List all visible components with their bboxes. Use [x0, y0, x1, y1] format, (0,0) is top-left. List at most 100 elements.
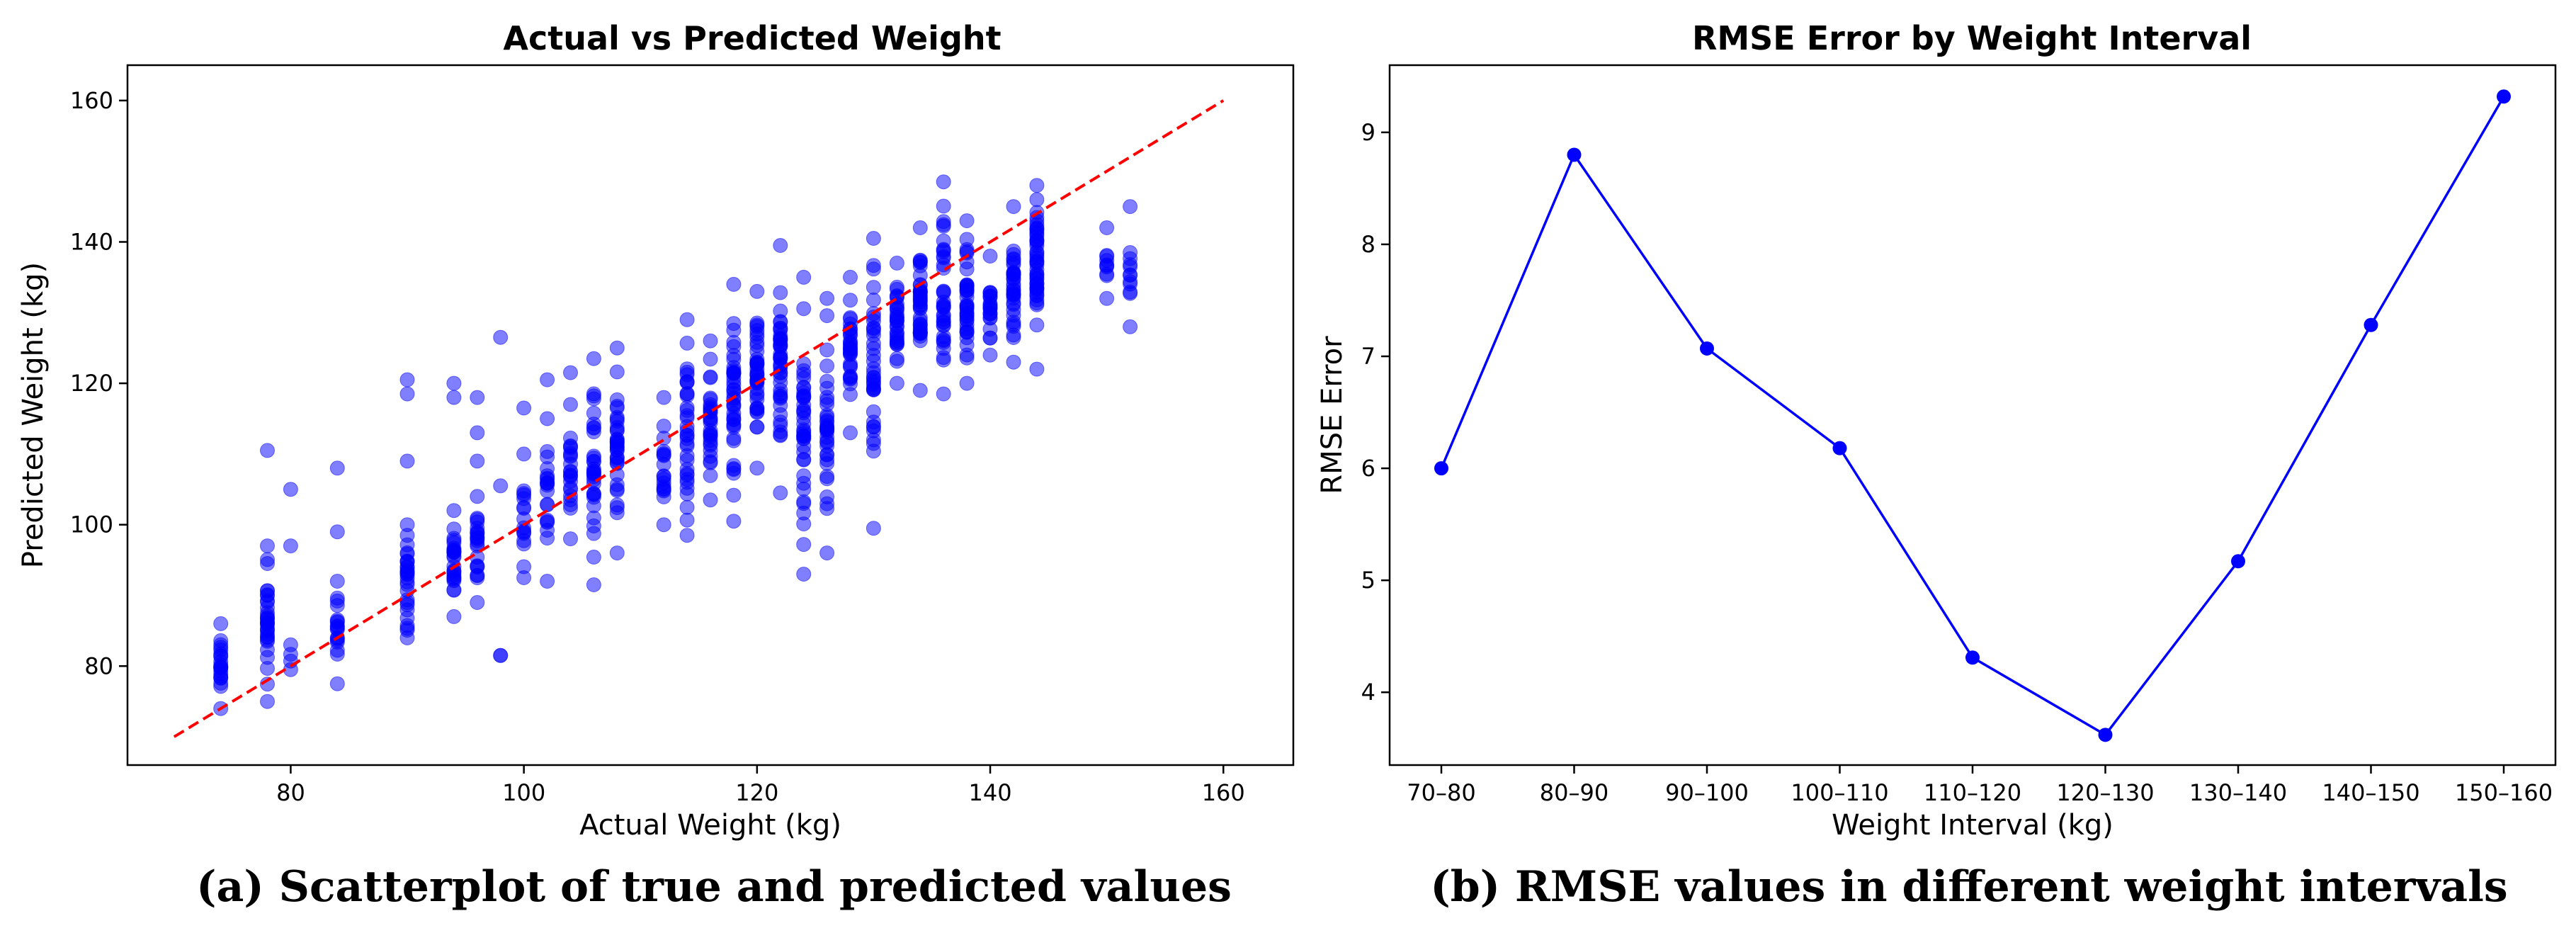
scatter-point	[749, 319, 765, 334]
scatter-point	[493, 478, 509, 494]
scatter-point	[213, 646, 229, 662]
scatter-point	[586, 549, 601, 565]
scatter-point	[843, 425, 858, 441]
scatter-point	[819, 397, 835, 412]
scatter-point	[329, 619, 345, 635]
scatter-point	[679, 453, 695, 468]
rmse-ticks: 70–80 80–90 90–100 100–110 110–120 120–130 130…	[1361, 119, 2553, 806]
scatter-point	[399, 577, 415, 592]
scatter-point	[470, 453, 485, 469]
scatter-point	[726, 365, 742, 380]
y-tick-label: 4	[1361, 679, 1375, 706]
rmse-caption: (b) RMSE values in different weight inte…	[1430, 862, 2507, 912]
scatter-point	[982, 306, 998, 322]
scatter-point	[866, 419, 881, 435]
scatter-point	[936, 249, 951, 264]
x-tick-label: 100–110	[1791, 779, 1888, 806]
scatter-point	[540, 515, 555, 530]
x-tick-label: 70–80	[1407, 779, 1475, 806]
scatter-point	[329, 460, 345, 476]
scatter-point	[1029, 292, 1045, 307]
scatter-point	[936, 314, 951, 329]
scatter-point	[679, 335, 695, 351]
scatter-point	[679, 512, 695, 528]
scatter-point	[843, 310, 858, 325]
scatter-point	[866, 327, 881, 343]
scatter-point	[1006, 199, 1021, 215]
rmse-point	[1567, 147, 1582, 162]
scatter-point	[796, 537, 812, 553]
scatter-point	[819, 342, 835, 358]
x-tick-label: 120	[735, 779, 778, 806]
scatter-point	[703, 448, 718, 464]
scatter-ticks: 80 100 120 140 160 80 100 120 140 160	[70, 87, 1245, 806]
scatter-point	[399, 618, 415, 633]
y-tick-label: 7	[1361, 343, 1375, 370]
scatter-point	[773, 285, 788, 300]
scatter-point	[726, 348, 742, 363]
scatter-point	[609, 412, 625, 426]
scatter-point	[843, 344, 858, 360]
scatter-point	[912, 254, 928, 270]
scatter-point	[283, 482, 298, 497]
scatter-point	[446, 531, 462, 546]
scatter-point	[959, 350, 975, 366]
y-tick-label: 140	[70, 228, 113, 255]
scatter-point	[260, 552, 275, 567]
scatter-point	[889, 279, 904, 295]
scatter-point	[866, 370, 881, 385]
scatter-point	[1029, 361, 1045, 377]
scatter-point	[726, 334, 742, 350]
scatter-point	[703, 468, 718, 483]
scatter-point	[773, 485, 788, 501]
scatter-point	[1006, 255, 1021, 271]
scatter-point	[703, 369, 718, 385]
scatter-point	[516, 446, 532, 462]
reference-line	[173, 99, 1225, 738]
y-tick-label: 160	[70, 87, 113, 114]
scatter-point	[726, 462, 742, 477]
scatter-point	[773, 339, 788, 354]
scatter-point	[470, 489, 485, 504]
scatter-point	[470, 390, 485, 405]
scatter-point	[493, 647, 509, 663]
rmse-series	[1434, 89, 2511, 742]
scatter-point	[819, 489, 835, 504]
scatter-point	[773, 388, 788, 404]
x-tick-label: 140	[969, 779, 1012, 806]
scatter-point	[819, 545, 835, 561]
scatter-point	[586, 420, 601, 435]
y-tick-label: 8	[1361, 231, 1375, 258]
x-tick-label: 80–90	[1540, 779, 1608, 806]
scatter-point	[679, 312, 695, 327]
scatter-point	[866, 261, 881, 277]
scatter-title: Actual vs Predicted Weight	[503, 19, 1001, 57]
scatter-point	[540, 372, 555, 387]
scatter-point	[609, 497, 625, 513]
rmse-panel: RMSE Error by Weight Interval 70–80 80–90…	[1316, 19, 2557, 912]
scatter-point	[866, 280, 881, 295]
scatter-point	[819, 373, 835, 389]
scatter-point	[773, 414, 788, 430]
scatter-point	[399, 453, 415, 469]
scatter-point	[1029, 244, 1045, 259]
rmse-line	[1440, 96, 2505, 737]
scatter-point	[959, 324, 975, 340]
scatter-point	[609, 364, 625, 380]
y-tick-label: 80	[84, 652, 113, 679]
scatter-panel: Actual vs Predicted Weight 80 100 120 140 16…	[17, 19, 1295, 912]
scatter-point	[819, 438, 835, 454]
scatter-point	[1099, 220, 1115, 235]
scatter-point	[399, 528, 415, 543]
rmse-point	[2497, 89, 2511, 104]
scatter-point	[912, 310, 928, 325]
scatter-point	[1006, 319, 1021, 334]
scatter-point	[446, 570, 462, 586]
scatter-point	[679, 367, 695, 383]
scatter-point	[540, 497, 555, 512]
scatter-point	[843, 293, 858, 308]
scatter-point	[470, 514, 485, 530]
rmse-y-axis-label: RMSE Error	[1316, 336, 1349, 494]
scatter-point	[516, 486, 532, 502]
scatter-x-axis-label: Actual Weight (kg)	[579, 809, 841, 842]
